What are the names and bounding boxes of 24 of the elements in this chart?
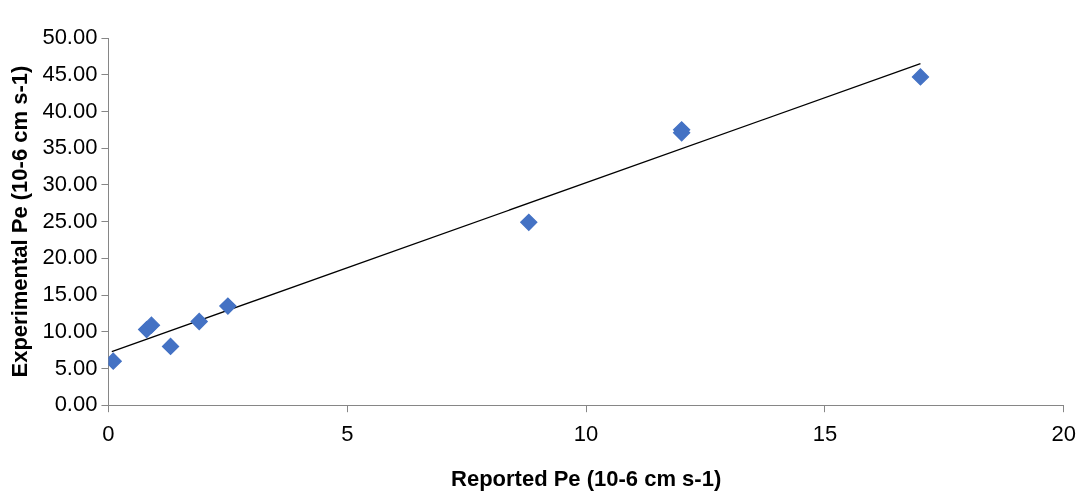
point xyxy=(219,297,237,315)
x-tick-label: 0 xyxy=(102,421,115,447)
y-tick-label: 10.00 xyxy=(42,317,98,343)
point xyxy=(161,337,180,356)
y-tick-label: 30.00 xyxy=(42,170,98,196)
y-tick-label: 50.00 xyxy=(42,24,98,50)
y-tick-label: 15.00 xyxy=(42,281,98,307)
x-tick-label: 10 xyxy=(573,421,599,447)
y-tick-label: 40.00 xyxy=(42,97,98,123)
point xyxy=(142,316,161,334)
x-tick-label: 5 xyxy=(341,421,354,447)
x-axis-title: Reported Pe (10-6 cm s-1) xyxy=(451,465,722,491)
y-tick-label: 35.00 xyxy=(42,134,98,160)
y-axis-title: Experimental Pe (10-6 cm s-1) xyxy=(7,65,33,378)
y-tick-label: 5.00 xyxy=(54,354,98,380)
point xyxy=(911,68,930,86)
point xyxy=(520,213,538,231)
y-tick-label: 25.00 xyxy=(42,207,98,233)
y-tick-label: 20.00 xyxy=(42,244,98,270)
point xyxy=(190,312,208,331)
x-tick-label: 20 xyxy=(1051,421,1077,447)
y-tick-label: 45.00 xyxy=(42,60,98,86)
x-tick-label: 15 xyxy=(812,421,838,447)
y-tick-label: 0.00 xyxy=(54,391,98,417)
